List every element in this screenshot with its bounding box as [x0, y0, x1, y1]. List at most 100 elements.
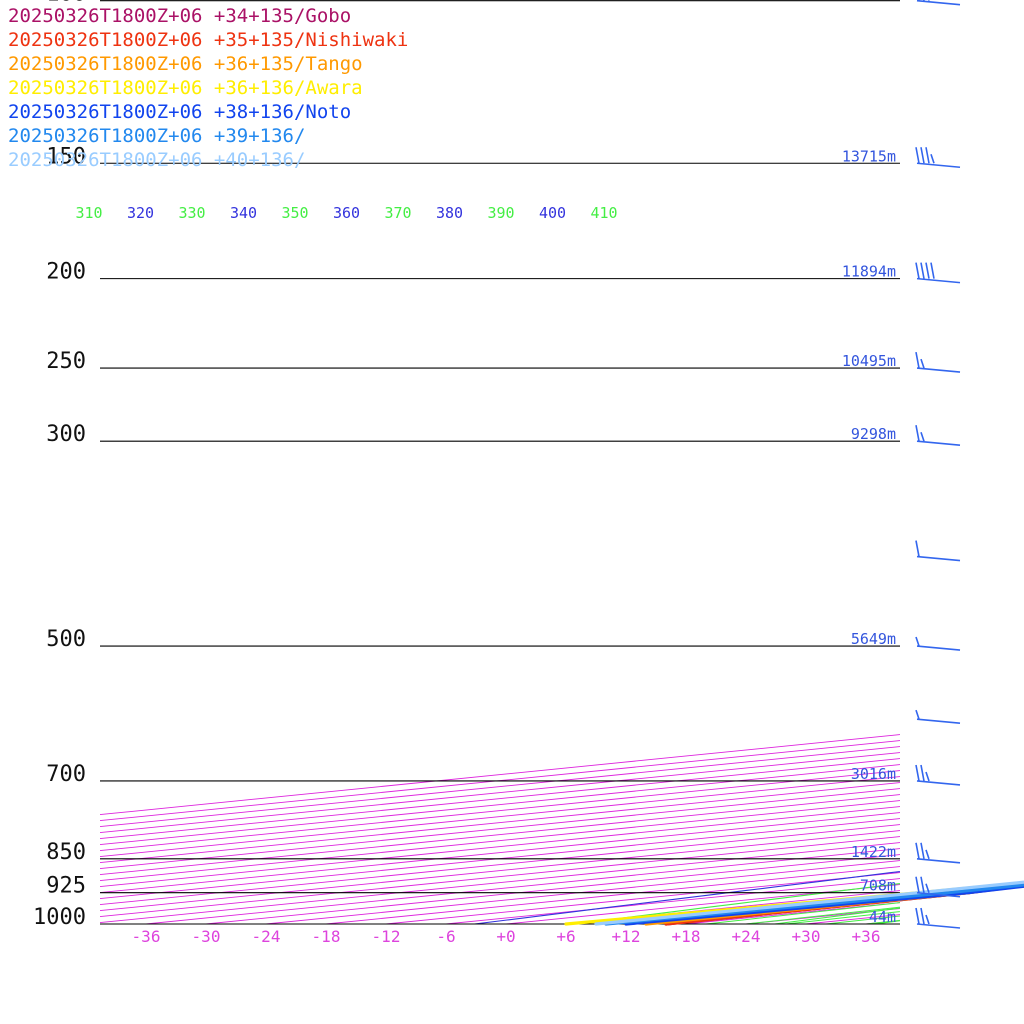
height-label: 3016m	[851, 765, 896, 783]
series-line	[644, 883, 1024, 926]
wind-barb-staff	[916, 923, 961, 929]
height-label: 9298m	[851, 425, 896, 443]
series-line	[664, 883, 1024, 926]
wind-barb-staff	[916, 440, 961, 447]
theta-label: 360	[333, 204, 360, 222]
axis-labels: 100 16233m 150 13715m 200 11894m 250 10495m 300 9…	[33, 0, 896, 946]
theta-label: 310	[75, 204, 102, 222]
pressure-label: 150	[46, 144, 86, 169]
wind-barb-flag	[915, 636, 920, 647]
x-tick-label: +36	[852, 927, 881, 946]
wind-barbs	[915, 0, 961, 929]
height-label: 44m	[869, 908, 896, 926]
height-label: 1422m	[851, 843, 896, 861]
isobar-lines	[100, 0, 900, 925]
wind-barb-flag	[925, 147, 930, 164]
wind-barb-staff	[916, 367, 961, 373]
wind-barb-staff	[916, 891, 961, 898]
wind-barb-staff	[916, 277, 961, 284]
wind-barb	[915, 351, 961, 373]
series-line	[624, 884, 1024, 926]
isotherm-line	[805, 914, 900, 924]
wind-barb-flag	[915, 842, 920, 859]
x-tick-label: +6	[556, 927, 575, 946]
legend-entry: 20250326T1800Z+06 +38+136/Noto	[8, 101, 352, 123]
moist-adiabat-line	[745, 906, 900, 924]
theta-label: 370	[384, 204, 411, 222]
height-label: 10495m	[842, 352, 896, 370]
legend-entry: 20250326T1800Z+06 +34+135/Gobo	[8, 5, 352, 27]
wind-barb-flag	[915, 425, 920, 442]
theta-label: 410	[590, 204, 617, 222]
isotherm-line	[745, 908, 900, 924]
wind-barb-flag	[925, 914, 930, 925]
wind-barb-flag	[925, 771, 930, 782]
wind-barb-flag	[920, 262, 925, 279]
wind-barb	[915, 636, 961, 651]
pressure-label: 200	[46, 260, 86, 285]
wind-barb-flag	[920, 764, 925, 782]
wind-barb	[915, 842, 961, 864]
wind-barb-flag	[915, 351, 920, 369]
x-tick-label: -6	[436, 927, 455, 946]
wind-barb	[915, 147, 961, 169]
theta-label: 340	[230, 204, 257, 222]
wind-barb-flag	[915, 262, 920, 279]
wind-barb-flag	[920, 358, 925, 369]
x-tick-label: +24	[732, 927, 761, 946]
moist-adiabat-line	[665, 897, 900, 924]
isotherm-line	[385, 872, 900, 924]
isotherm-line	[325, 866, 900, 924]
theta-label: 390	[487, 204, 514, 222]
x-tick-label: -12	[372, 927, 401, 946]
isotherm-line	[445, 878, 900, 924]
wind-barb	[915, 876, 961, 898]
wind-barb-flag	[915, 540, 920, 557]
isotherm-line	[986, 0, 1024, 924]
x-tick-label: -36	[132, 927, 161, 946]
wind-barb-flag	[915, 764, 920, 782]
dry-adiabat-line	[975, 0, 1024, 924]
wind-barb	[916, 0, 961, 6]
isotherm-line	[505, 884, 900, 924]
legend-entry: 20250326T1800Z+06 +35+135/Nishiwaki	[8, 29, 409, 51]
wind-barb-flag	[920, 876, 925, 893]
wind-barb-staff	[916, 858, 961, 864]
wind-barb-flag	[925, 849, 930, 860]
wind-barb-flag	[915, 876, 920, 893]
wind-barb-staff	[916, 0, 961, 6]
height-label: 13715m	[842, 147, 896, 165]
wind-barb-staff	[916, 718, 961, 724]
pressure-label: 300	[46, 422, 86, 447]
moist-adiabat-line	[825, 915, 900, 924]
height-label: 708m	[860, 877, 896, 895]
wind-barb	[915, 262, 961, 284]
pressure-label: 500	[46, 627, 86, 652]
wind-barb-flag	[915, 147, 920, 164]
theta-label: 330	[178, 204, 205, 222]
wind-barb-flag	[920, 907, 925, 925]
dry-adiabat-line	[674, 895, 900, 924]
legend-entry: 20250326T1800Z+06 +40+136/	[8, 149, 306, 171]
isotherm-line	[625, 896, 900, 924]
pressure-label: 250	[46, 349, 86, 374]
dry-adiabat-line	[874, 920, 900, 924]
wind-barb	[915, 764, 961, 786]
isotherm-line	[685, 902, 900, 924]
wind-barb-flag	[920, 431, 925, 442]
x-tick-label: -30	[192, 927, 221, 946]
wind-barb-flag	[915, 907, 920, 925]
wind-barb-staff	[916, 162, 961, 169]
wind-barb-flag	[925, 883, 930, 893]
wind-barb-staff	[916, 555, 961, 562]
moist-adiabat-line	[625, 892, 900, 924]
height-label: 16233m	[842, 0, 896, 3]
x-tick-label: +18	[672, 927, 701, 946]
pressure-label: 700	[46, 762, 86, 787]
series-line	[664, 884, 1024, 926]
x-tick-label: +30	[792, 927, 821, 946]
chart-legend: 20250326T1800Z+06 +34+135/Gobo 20250326T1…	[8, 4, 408, 172]
wind-barb-flag	[920, 842, 925, 859]
x-tick-label: +0	[496, 927, 515, 946]
